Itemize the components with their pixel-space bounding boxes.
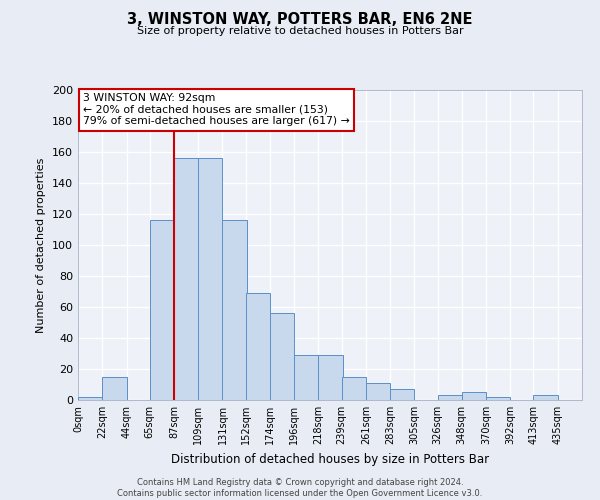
Bar [245,293,270,400]
Bar [294,355,319,400]
Bar [533,396,558,400]
Bar [270,313,294,400]
Bar [486,397,511,400]
Bar [341,377,366,400]
Text: 3 WINSTON WAY: 92sqm
← 20% of detached houses are smaller (153)
79% of semi-deta: 3 WINSTON WAY: 92sqm ← 20% of detached h… [83,93,350,126]
Text: 3, WINSTON WAY, POTTERS BAR, EN6 2NE: 3, WINSTON WAY, POTTERS BAR, EN6 2NE [127,12,473,28]
Text: Contains HM Land Registry data © Crown copyright and database right 2024.
Contai: Contains HM Land Registry data © Crown c… [118,478,482,498]
Bar [102,377,127,400]
Bar [319,355,343,400]
Bar [223,220,247,400]
Bar [198,158,223,400]
Y-axis label: Number of detached properties: Number of detached properties [37,158,46,332]
Bar [437,396,462,400]
Bar [366,383,390,400]
Bar [462,392,486,400]
Bar [174,158,198,400]
Bar [149,220,174,400]
Bar [390,389,415,400]
Bar [78,397,102,400]
X-axis label: Distribution of detached houses by size in Potters Bar: Distribution of detached houses by size … [171,452,489,466]
Text: Size of property relative to detached houses in Potters Bar: Size of property relative to detached ho… [137,26,463,36]
